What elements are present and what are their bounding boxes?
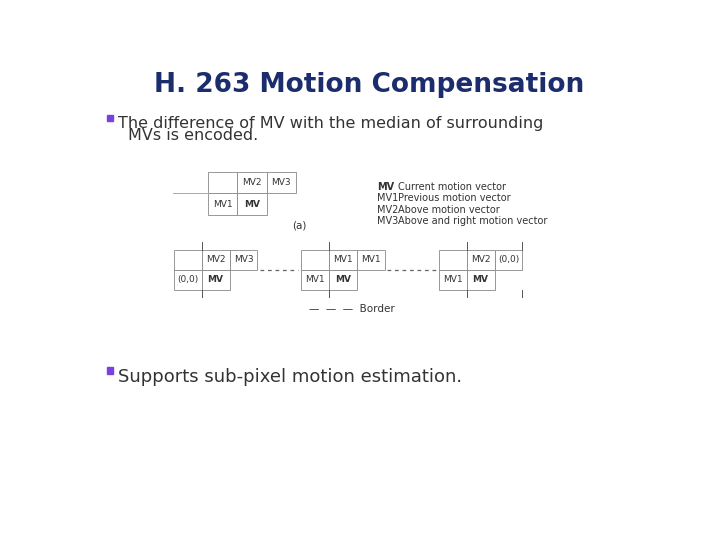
- Bar: [438, 269, 467, 289]
- Bar: [107, 115, 113, 121]
- Text: Previous motion vector: Previous motion vector: [398, 193, 511, 204]
- Text: MV1: MV1: [361, 255, 380, 264]
- Text: The difference of MV with the median of surrounding: The difference of MV with the median of …: [118, 116, 544, 131]
- Bar: [208, 172, 238, 193]
- Text: MV3: MV3: [233, 255, 253, 264]
- Text: MVs is encoded.: MVs is encoded.: [128, 128, 258, 143]
- Text: MV: MV: [377, 182, 394, 192]
- Bar: [329, 269, 356, 289]
- Text: Above and right motion vector: Above and right motion vector: [398, 217, 548, 226]
- Text: MV3: MV3: [377, 217, 398, 226]
- Bar: [174, 269, 202, 289]
- Bar: [174, 249, 202, 269]
- Bar: [495, 249, 523, 269]
- Text: (0,0): (0,0): [498, 255, 519, 264]
- Text: MV3: MV3: [271, 178, 291, 187]
- Bar: [208, 193, 238, 215]
- Text: MV: MV: [472, 275, 489, 284]
- Text: —  —  —  Border: — — — Border: [309, 303, 395, 314]
- Bar: [202, 269, 230, 289]
- Text: (a): (a): [292, 220, 307, 231]
- Bar: [438, 249, 467, 269]
- Bar: [230, 249, 258, 269]
- Text: MV1: MV1: [333, 255, 353, 264]
- Bar: [301, 269, 329, 289]
- Text: (0,0): (0,0): [177, 275, 198, 284]
- Text: Current motion vector: Current motion vector: [398, 182, 506, 192]
- Text: MV: MV: [335, 275, 351, 284]
- Text: MV2: MV2: [377, 205, 398, 215]
- Bar: [238, 172, 266, 193]
- Text: MV2: MV2: [471, 255, 490, 264]
- Bar: [467, 249, 495, 269]
- Text: MV1: MV1: [305, 275, 325, 284]
- Bar: [301, 249, 329, 269]
- Bar: [202, 249, 230, 269]
- Bar: [238, 193, 266, 215]
- Text: MV2: MV2: [206, 255, 225, 264]
- Text: MV1: MV1: [212, 200, 233, 208]
- Bar: [356, 249, 384, 269]
- Text: MV1: MV1: [443, 275, 462, 284]
- Bar: [107, 367, 113, 374]
- Text: MV1: MV1: [377, 193, 398, 204]
- Bar: [329, 249, 356, 269]
- Bar: [266, 172, 296, 193]
- Text: Supports sub-pixel motion estimation.: Supports sub-pixel motion estimation.: [118, 368, 462, 386]
- Text: MV2: MV2: [242, 178, 262, 187]
- Text: MV: MV: [207, 275, 223, 284]
- Text: MV: MV: [244, 200, 260, 208]
- Bar: [467, 269, 495, 289]
- Text: H. 263 Motion Compensation: H. 263 Motion Compensation: [154, 72, 584, 98]
- Text: Above motion vector: Above motion vector: [398, 205, 500, 215]
